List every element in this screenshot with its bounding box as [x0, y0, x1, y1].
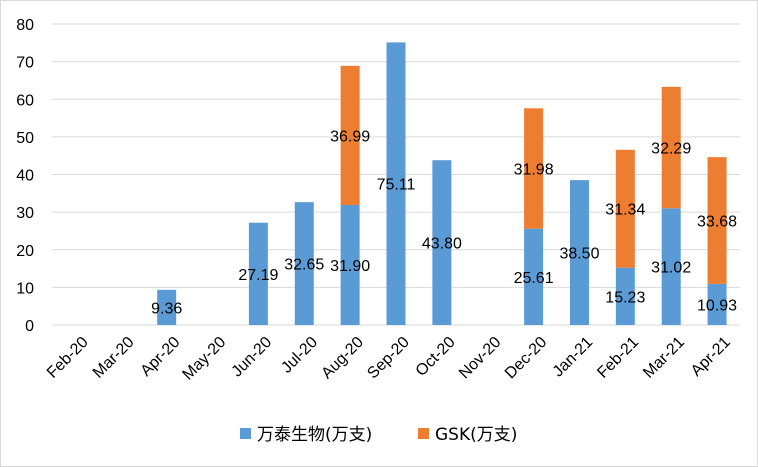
x-tick-label: Oct-20 — [413, 334, 459, 380]
bar-gsk — [615, 149, 635, 268]
bar-wantai — [432, 160, 452, 325]
data-label: 31.02 — [651, 260, 691, 277]
bar-wantai — [386, 42, 406, 326]
y-tick-label: 50 — [16, 130, 34, 147]
x-tick-label: Mar-20 — [90, 334, 138, 382]
legend-swatch — [418, 428, 429, 439]
x-tick-label: Aug-20 — [318, 334, 367, 383]
bar-gsk — [340, 65, 360, 205]
y-axis-ticks: 0 10 20 30 40 50 60 70 80 — [16, 17, 34, 335]
data-label: 38.50 — [559, 246, 599, 263]
data-label: 36.99 — [330, 128, 370, 145]
y-tick-label: 30 — [16, 205, 34, 222]
bar-wantai — [615, 267, 635, 325]
x-tick-label: Apr-20 — [138, 334, 184, 380]
y-tick-label: 80 — [16, 17, 34, 34]
data-label: 31.90 — [330, 258, 370, 275]
x-tick-label: Apr-21 — [688, 334, 734, 380]
bar-wantai — [569, 180, 589, 325]
y-tick-label: 70 — [16, 55, 34, 72]
data-label: 75.11 — [377, 177, 416, 194]
legend: 万泰生物(万支) GSK(万支) — [240, 425, 517, 445]
x-tick-label: Jun-20 — [229, 334, 276, 381]
x-tick-label: Feb-21 — [594, 334, 642, 382]
x-tick-label: Mar-21 — [640, 334, 688, 382]
y-tick-label: 0 — [25, 318, 34, 335]
data-label: 27.19 — [238, 267, 278, 284]
data-label: 33.68 — [697, 214, 737, 231]
x-tick-label: Dec-20 — [502, 334, 551, 383]
bar-gsk — [661, 86, 681, 209]
legend-label: 万泰生物(万支) — [257, 425, 372, 445]
data-label: 9.36 — [151, 300, 182, 317]
bar-wantai — [294, 202, 314, 325]
data-label: 31.34 — [605, 202, 645, 219]
y-tick-label: 10 — [16, 280, 34, 297]
data-label: 32.29 — [651, 141, 691, 158]
x-tick-label: Sep-20 — [364, 334, 413, 383]
y-tick-label: 20 — [16, 243, 34, 260]
x-tick-label: Nov-20 — [456, 334, 505, 383]
data-label: 43.80 — [422, 236, 462, 253]
bar-gsk — [707, 157, 727, 284]
bar-wantai — [707, 283, 727, 325]
x-tick-label: Jul-20 — [278, 334, 321, 377]
y-tick-label: 60 — [16, 92, 34, 109]
bar-wantai — [248, 222, 268, 325]
bar-gsk — [524, 108, 544, 229]
data-label: 32.65 — [284, 257, 324, 274]
bar-wantai — [524, 228, 544, 325]
data-label: 31.98 — [514, 161, 554, 178]
bar-wantai — [340, 204, 360, 325]
y-tick-label: 40 — [16, 168, 34, 185]
x-tick-label: Jan-21 — [550, 334, 597, 381]
bar-wantai — [157, 289, 177, 325]
data-label: 10.93 — [697, 297, 737, 314]
data-label: 15.23 — [605, 289, 645, 306]
legend-label: GSK(万支) — [435, 425, 517, 445]
x-tick-label: Feb-20 — [44, 334, 92, 382]
bar-wantai — [661, 208, 681, 325]
data-labels: 9.36 27.19 32.65 31.90 75.11 43.80 25.61 38.50 1… — [151, 128, 737, 317]
data-label: 25.61 — [514, 270, 554, 287]
x-tick-label: May-20 — [180, 334, 230, 384]
bars — [157, 42, 727, 326]
legend-swatch — [240, 428, 251, 439]
